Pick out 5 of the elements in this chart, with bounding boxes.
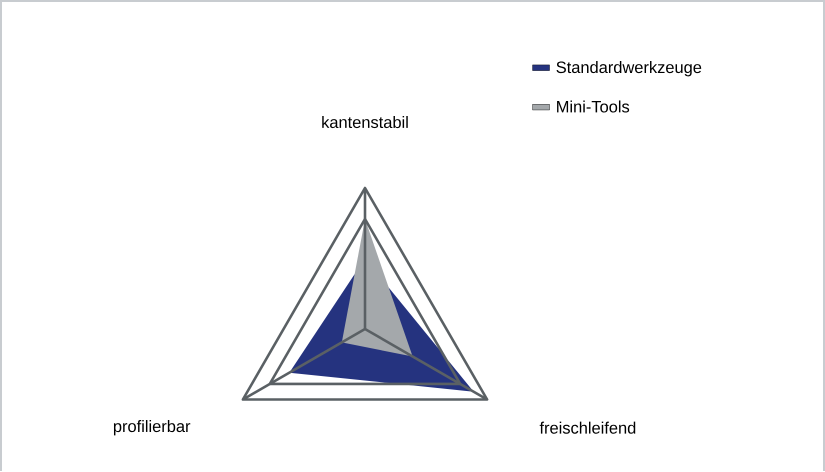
spoke-label: kantenstabil — [322, 116, 408, 128]
spoke-label: profilierbar — [114, 420, 190, 436]
legend-label: Mini-Tools — [557, 100, 630, 113]
legend-label: Standardwerkzeuge — [556, 61, 702, 76]
spoke-label: freischleifend — [540, 422, 636, 434]
